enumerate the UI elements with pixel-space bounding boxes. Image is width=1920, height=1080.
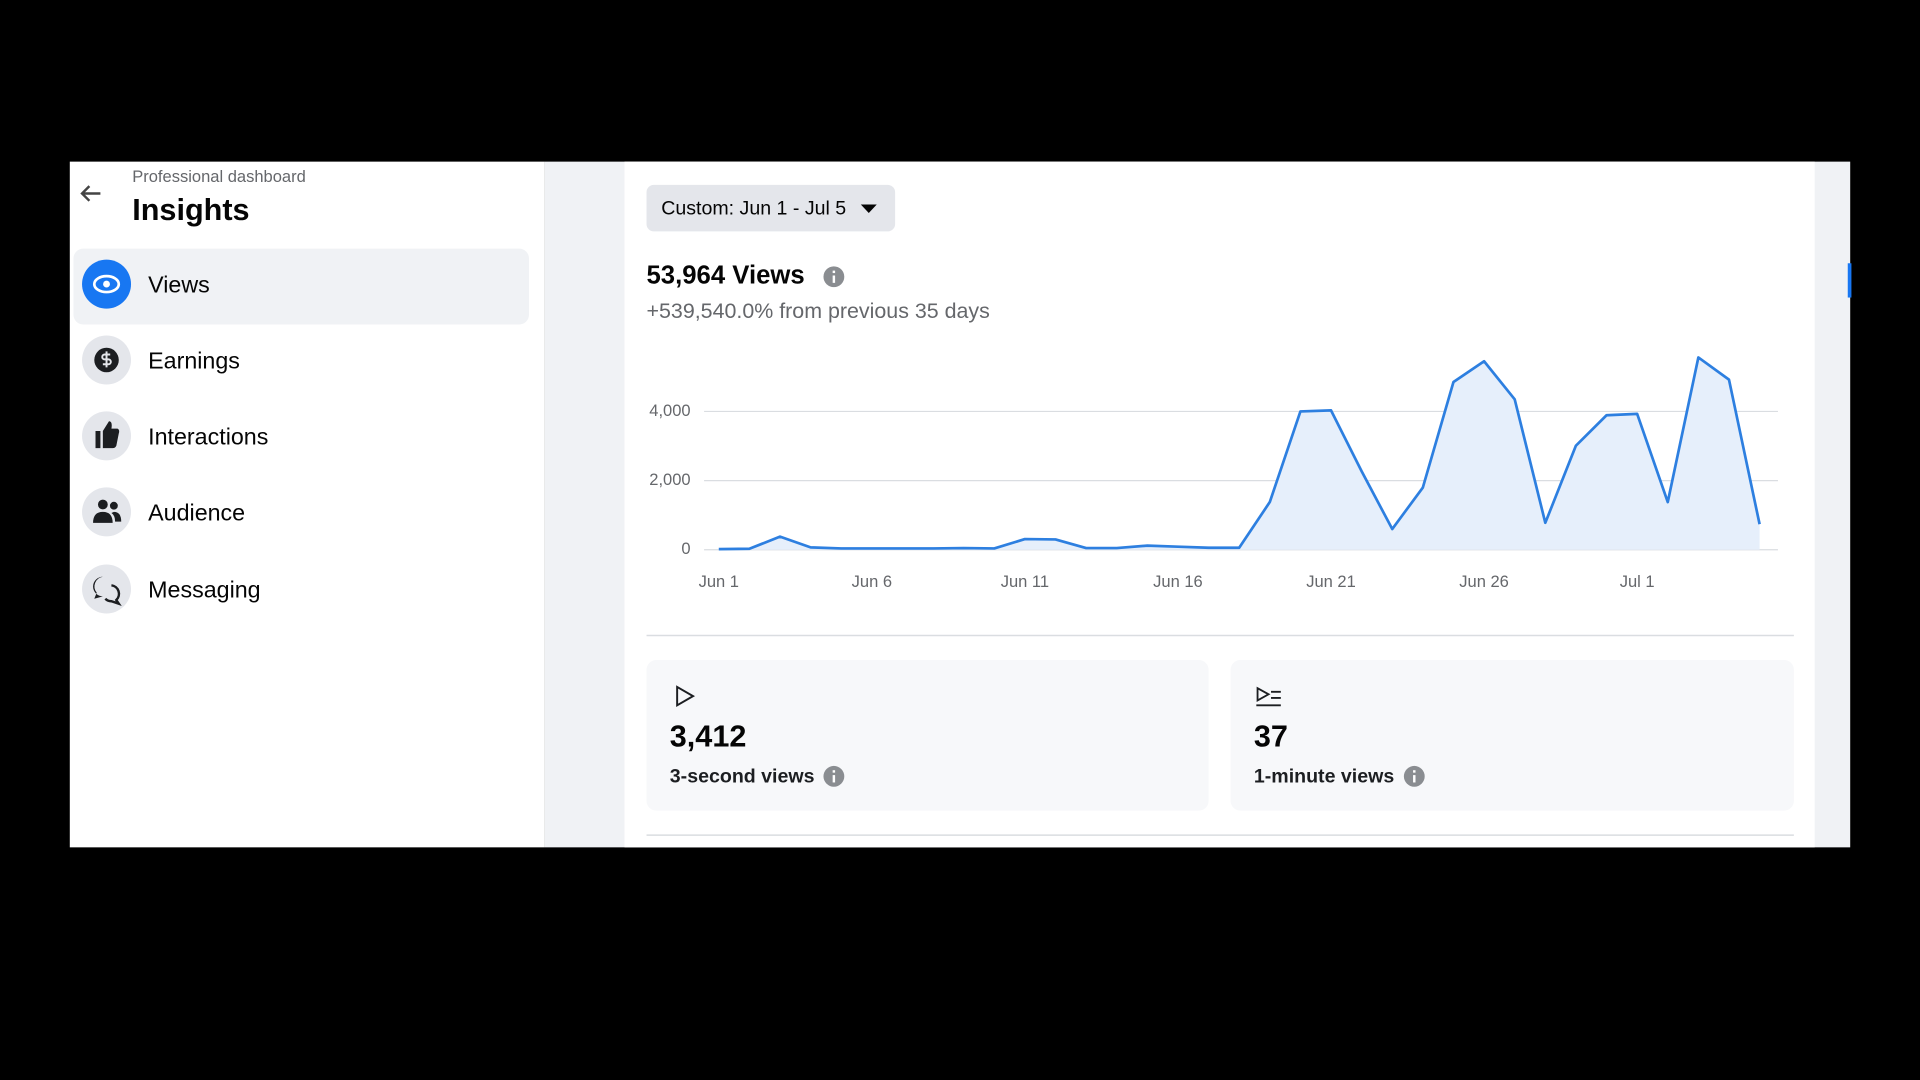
x-tick-label: Jun 26 (1459, 572, 1509, 591)
nav-label: Messaging (148, 577, 260, 603)
chat-icon (93, 576, 103, 599)
info-glyph (1413, 775, 1416, 783)
metric-card-bg (646, 660, 1209, 811)
back-arrow[interactable] (80, 185, 101, 202)
minute-icon (1256, 686, 1281, 707)
dropdown-caret (860, 204, 877, 214)
eye-icon (92, 274, 121, 294)
y-tick-label: 4,000 (649, 401, 690, 420)
eye-pupil (103, 280, 110, 288)
x-tick-label: Jun 21 (1306, 572, 1356, 591)
icon-bg (82, 564, 132, 614)
nav-earnings[interactable]: Earnings (82, 335, 240, 385)
change-text: +539,540.0% from previous 35 days (647, 299, 990, 323)
info-glyph (832, 775, 836, 783)
button-bg (646, 184, 896, 232)
area (718, 357, 1760, 550)
line-chart: 0 2,000 4,000 Jun 1 Jun 6 Jun 11 Jun 16 Jun 21 J… (649, 356, 1778, 591)
metric-label: 1-minute views (1254, 766, 1394, 788)
x-tick-label: Jun 16 (1153, 572, 1203, 591)
info-glyph (832, 270, 836, 274)
active-item-bg (73, 248, 529, 325)
button-label: Custom: Jun 1 - Jul 5 (661, 198, 846, 220)
x-tick-label: Jun 11 (1001, 572, 1049, 591)
total-views: 53,964 Views (647, 262, 805, 290)
x-tick-label: Jun 6 (852, 572, 892, 591)
metric-card-bg (1230, 660, 1794, 811)
sidebar-title: Insights (132, 193, 249, 227)
sidebar-subtitle: Professional dashboard (132, 167, 306, 186)
nav-label: Views (148, 272, 210, 298)
nav-label: Audience (148, 499, 245, 525)
y-tick-label: 2,000 (649, 470, 690, 489)
nav-label: Earnings (148, 348, 240, 374)
scroll-indicator (1847, 263, 1852, 298)
play-icon (676, 685, 696, 708)
x-tick-label: Jul 1 (1620, 572, 1655, 591)
info-icon[interactable] (823, 266, 845, 288)
nav-messaging[interactable]: Messaging (82, 564, 261, 614)
metric-card: 37 1-minute views (1230, 660, 1794, 811)
x-tick-label: Jun 1 (699, 572, 739, 591)
nav-audience[interactable]: Audience (82, 487, 245, 537)
metric-value: 3,412 (670, 719, 747, 753)
nav-views[interactable]: Views (82, 259, 210, 309)
people-icon (97, 499, 108, 510)
people-body (93, 511, 122, 523)
nav-interactions[interactable]: Interactions (82, 411, 268, 461)
people-icon (109, 501, 118, 510)
info-glyph (832, 275, 836, 283)
info-glyph (832, 770, 836, 773)
line (718, 356, 1761, 551)
nav-label: Interactions (148, 424, 268, 450)
info-glyph (1413, 770, 1416, 773)
icon-bg (82, 487, 132, 537)
metric-card: 3,412 3-second views (646, 660, 1209, 811)
metric-label: 3-second views (670, 766, 815, 788)
y-tick-label: 0 (681, 539, 690, 558)
chat-icon (104, 584, 122, 606)
dollar-glyph (101, 351, 112, 368)
thumb-icon (95, 421, 120, 449)
date-range-button[interactable]: Custom: Jun 1 - Jul 5 (646, 184, 896, 232)
metric-value: 37 (1254, 719, 1288, 753)
